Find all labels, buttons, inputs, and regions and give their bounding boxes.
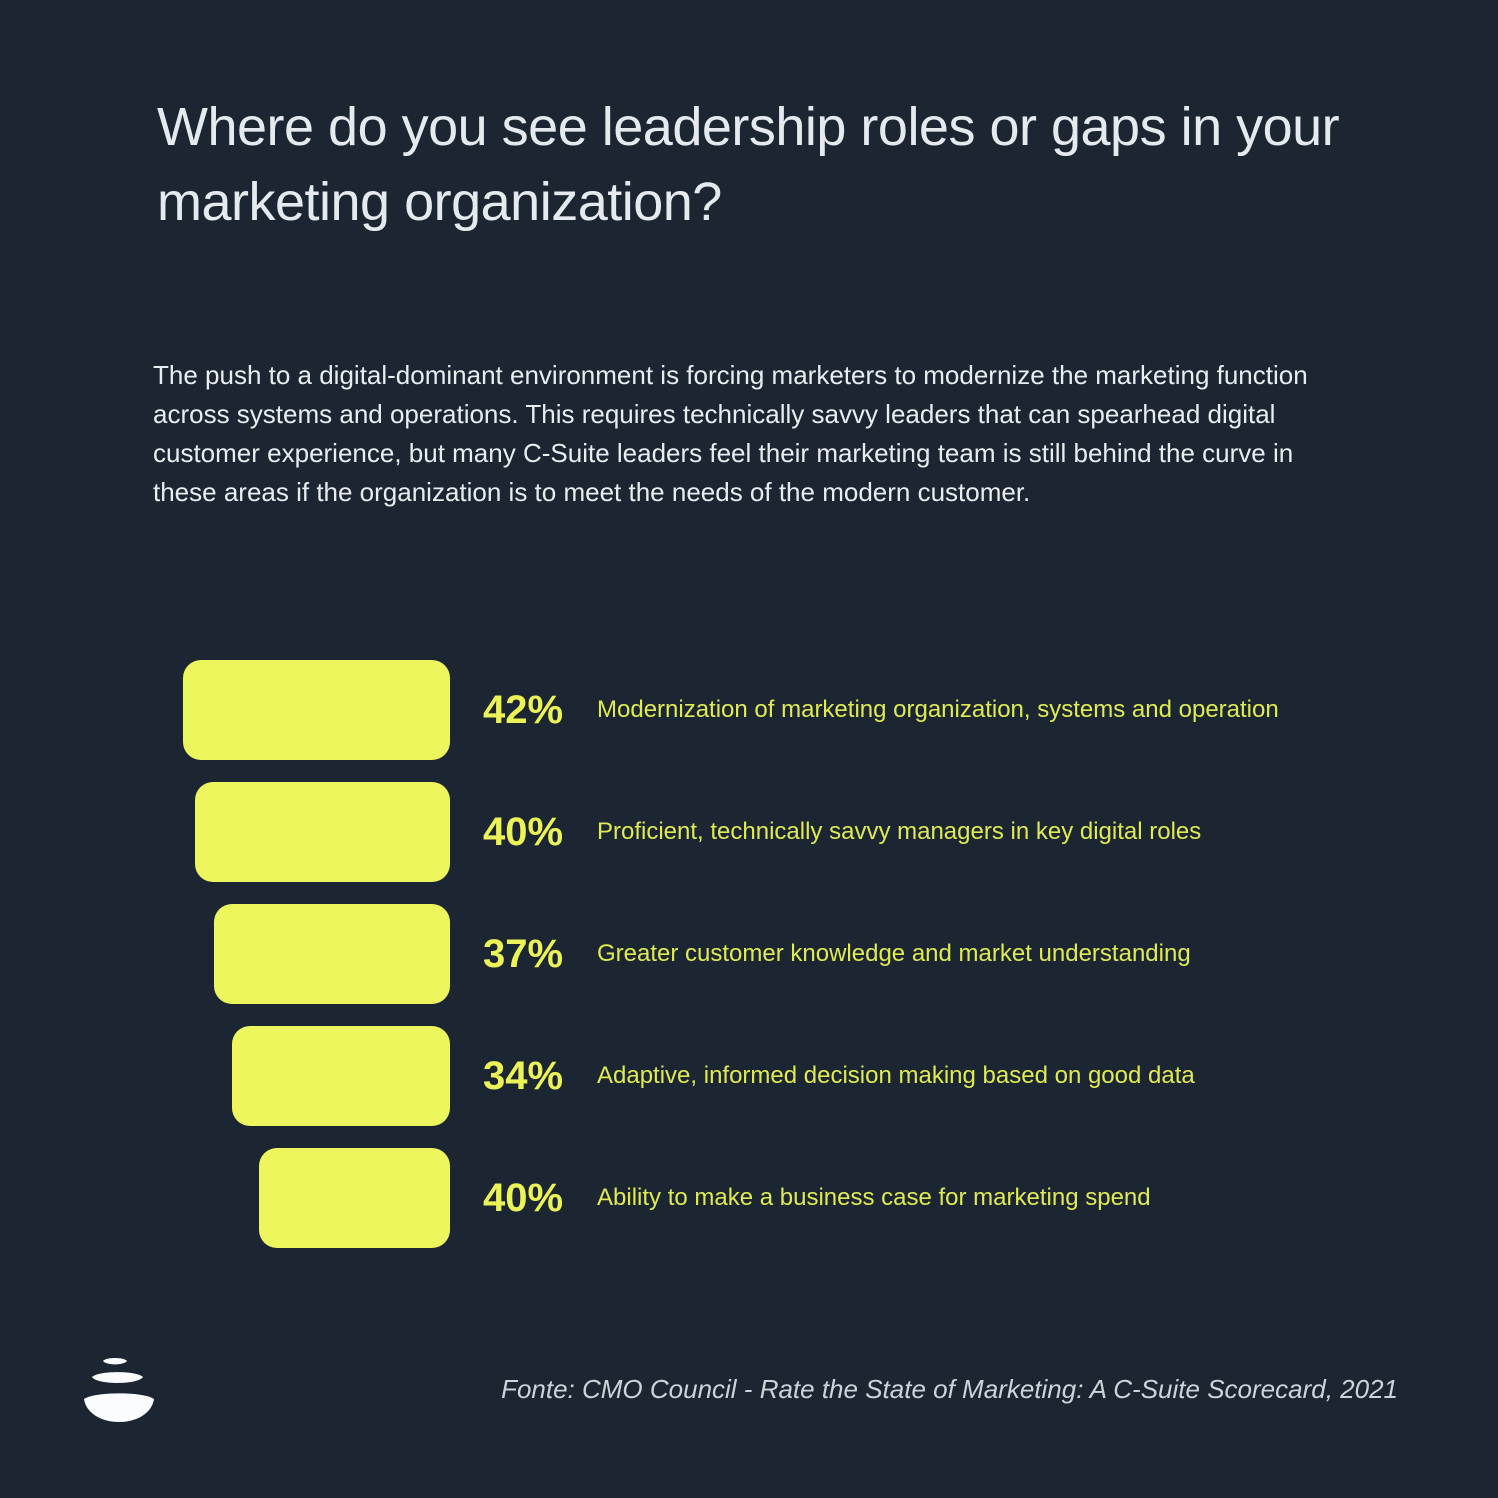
- category-label: Proficient, technically savvy managers i…: [597, 818, 1202, 845]
- bar-track: [0, 904, 450, 1004]
- bar: [214, 904, 450, 1004]
- intro-paragraph: The push to a digital-dominant environme…: [153, 360, 1308, 507]
- chart-row: 42% Modernization of marketing organizat…: [0, 660, 1460, 760]
- chart-row: 40% Proficient, technically savvy manage…: [0, 782, 1460, 882]
- page-title: Where do you see leadership roles or gap…: [157, 97, 1340, 232]
- stone-top: [103, 1358, 127, 1365]
- value-label: 37%: [483, 931, 564, 976]
- source-citation: Fonte: CMO Council - Rate the State of M…: [501, 1374, 1398, 1404]
- category-label: Ability to make a business case for mark…: [597, 1184, 1151, 1211]
- bar-track: [0, 1026, 450, 1126]
- value-label: 40%: [483, 809, 564, 854]
- bar-track: [0, 782, 450, 882]
- bar-track: [0, 1148, 450, 1248]
- category-label: Greater customer knowledge and market un…: [597, 940, 1191, 967]
- value-label: 34%: [483, 1053, 564, 1098]
- bar-track: [0, 660, 450, 760]
- stone-bottom: [84, 1393, 154, 1422]
- bar: [259, 1148, 450, 1248]
- chart-row: 37% Greater customer knowledge and marke…: [0, 904, 1460, 1004]
- bar: [183, 660, 450, 760]
- chart-row: 40% Ability to make a business case for …: [0, 1148, 1460, 1248]
- stone-middle: [92, 1372, 143, 1383]
- category-label: Adaptive, informed decision making based…: [597, 1062, 1195, 1089]
- stacked-stones-logo-icon: [83, 1354, 155, 1424]
- value-label: 42%: [483, 687, 564, 732]
- category-label: Modernization of marketing organization,…: [597, 696, 1279, 723]
- chart-row: 34% Adaptive, informed decision making b…: [0, 1026, 1460, 1126]
- bar: [195, 782, 450, 882]
- bar: [232, 1026, 450, 1126]
- value-label: 40%: [483, 1175, 564, 1220]
